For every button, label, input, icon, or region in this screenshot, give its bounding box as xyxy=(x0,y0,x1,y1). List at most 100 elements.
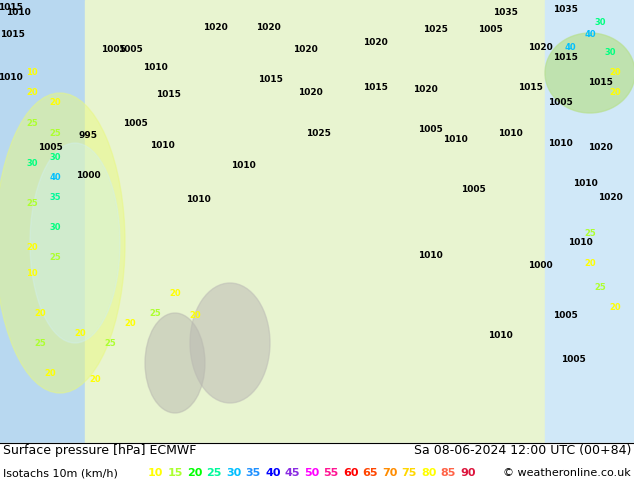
Text: 40: 40 xyxy=(265,468,280,478)
Text: 30: 30 xyxy=(604,49,616,57)
Text: 10: 10 xyxy=(148,468,164,478)
Text: 20: 20 xyxy=(49,98,61,107)
Ellipse shape xyxy=(0,93,125,393)
Text: 25: 25 xyxy=(34,339,46,347)
Bar xyxy=(545,0,634,443)
Text: 20: 20 xyxy=(187,468,202,478)
Text: 1015: 1015 xyxy=(0,30,25,40)
Text: 20: 20 xyxy=(609,89,621,98)
Text: 20: 20 xyxy=(26,89,38,98)
Text: 1035: 1035 xyxy=(553,5,578,15)
Text: 1020: 1020 xyxy=(256,24,280,32)
Text: 1010: 1010 xyxy=(150,141,174,149)
Text: 1015: 1015 xyxy=(155,91,181,99)
Text: 20: 20 xyxy=(609,69,621,77)
Text: 40: 40 xyxy=(564,44,576,52)
Text: 40: 40 xyxy=(584,30,596,40)
Text: 1010: 1010 xyxy=(231,161,256,170)
Text: 1020: 1020 xyxy=(413,85,437,95)
Text: 20: 20 xyxy=(89,375,101,385)
Text: 20: 20 xyxy=(169,289,181,297)
Text: 25: 25 xyxy=(594,284,606,293)
Text: 20: 20 xyxy=(584,259,596,268)
Text: 1015: 1015 xyxy=(553,53,578,63)
Ellipse shape xyxy=(30,143,120,343)
Text: 1000: 1000 xyxy=(527,261,552,270)
Text: 75: 75 xyxy=(401,468,417,478)
Text: 20: 20 xyxy=(44,368,56,377)
Text: 1020: 1020 xyxy=(297,89,322,98)
Ellipse shape xyxy=(190,283,270,403)
Text: 15: 15 xyxy=(167,468,183,478)
Text: 1020: 1020 xyxy=(588,144,612,152)
Text: 1005: 1005 xyxy=(118,46,143,54)
Text: 20: 20 xyxy=(189,311,201,319)
Text: 25: 25 xyxy=(26,119,38,127)
Text: 60: 60 xyxy=(343,468,358,478)
Bar xyxy=(0,443,634,490)
Text: 50: 50 xyxy=(304,468,320,478)
Text: 1010: 1010 xyxy=(498,128,522,138)
Text: © weatheronline.co.uk: © weatheronline.co.uk xyxy=(503,468,631,478)
Text: 1010: 1010 xyxy=(488,330,512,340)
Text: 1015: 1015 xyxy=(0,3,22,13)
Text: 1020: 1020 xyxy=(293,46,318,54)
Text: 1025: 1025 xyxy=(306,128,330,138)
Bar xyxy=(85,0,545,443)
Text: 20: 20 xyxy=(609,303,621,313)
Text: 35: 35 xyxy=(245,468,261,478)
Text: 1005: 1005 xyxy=(418,125,443,134)
Text: 65: 65 xyxy=(363,468,378,478)
Text: 55: 55 xyxy=(323,468,339,478)
Text: Surface pressure [hPa] ECMWF: Surface pressure [hPa] ECMWF xyxy=(3,444,197,457)
Text: 1005: 1005 xyxy=(560,356,585,365)
Text: 1010: 1010 xyxy=(6,8,30,18)
Text: 85: 85 xyxy=(441,468,456,478)
Text: 995: 995 xyxy=(79,130,98,140)
Text: 20: 20 xyxy=(26,244,38,252)
Text: 40: 40 xyxy=(49,173,61,182)
Text: 25: 25 xyxy=(584,228,596,238)
Text: 10: 10 xyxy=(26,269,38,277)
Text: 1010: 1010 xyxy=(0,74,22,82)
Text: 25: 25 xyxy=(104,339,116,347)
Text: 1015: 1015 xyxy=(588,78,612,88)
Text: 1020: 1020 xyxy=(363,39,387,48)
Text: 20: 20 xyxy=(74,328,86,338)
Text: 1010: 1010 xyxy=(548,139,573,147)
Text: 1015: 1015 xyxy=(257,75,282,84)
Text: 1010: 1010 xyxy=(573,178,597,188)
Text: 1020: 1020 xyxy=(527,44,552,52)
Text: 1010: 1010 xyxy=(186,196,210,204)
Text: 30: 30 xyxy=(26,158,38,168)
Text: 35: 35 xyxy=(49,194,61,202)
Text: 1010: 1010 xyxy=(418,250,443,260)
Text: 20: 20 xyxy=(124,318,136,327)
Text: 30: 30 xyxy=(49,153,61,163)
Text: 25: 25 xyxy=(26,198,38,207)
Text: 1005: 1005 xyxy=(101,46,126,54)
Text: 70: 70 xyxy=(382,468,398,478)
Text: 30: 30 xyxy=(226,468,242,478)
Text: 20: 20 xyxy=(34,309,46,318)
Text: 1015: 1015 xyxy=(363,83,387,93)
Text: Isotachs 10m (km/h): Isotachs 10m (km/h) xyxy=(3,468,118,478)
Text: 1035: 1035 xyxy=(493,8,517,18)
Text: 1005: 1005 xyxy=(461,186,486,195)
Text: 1005: 1005 xyxy=(477,25,502,34)
Text: 1020: 1020 xyxy=(203,24,228,32)
Text: 1020: 1020 xyxy=(598,194,623,202)
Ellipse shape xyxy=(545,33,634,113)
Text: 25: 25 xyxy=(49,253,61,263)
Text: 1010: 1010 xyxy=(443,136,467,145)
Text: 25: 25 xyxy=(207,468,222,478)
Text: 1010: 1010 xyxy=(567,239,592,247)
Text: 1010: 1010 xyxy=(143,64,167,73)
Text: 10: 10 xyxy=(26,69,38,77)
Text: 1015: 1015 xyxy=(517,83,543,93)
Text: 90: 90 xyxy=(460,468,476,478)
Text: 30: 30 xyxy=(49,223,61,232)
Text: 80: 80 xyxy=(421,468,436,478)
Text: Sa 08-06-2024 12:00 UTC (00+84): Sa 08-06-2024 12:00 UTC (00+84) xyxy=(413,444,631,457)
Text: 1005: 1005 xyxy=(548,98,573,107)
